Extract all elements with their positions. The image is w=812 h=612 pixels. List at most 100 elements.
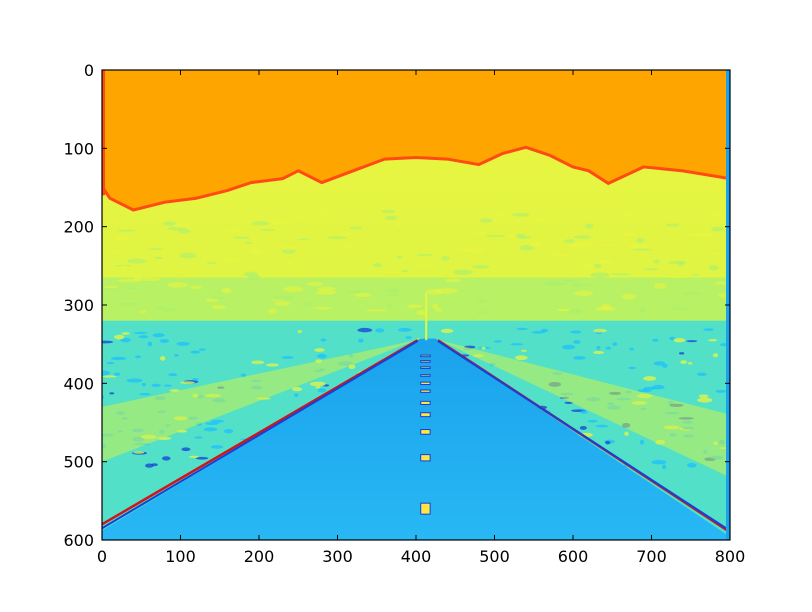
mountain-texture: [401, 269, 410, 273]
y-tick-label: 400: [63, 374, 94, 393]
texture-speckle: [680, 360, 688, 365]
mountain-texture: [355, 249, 364, 252]
mountain-texture: [576, 241, 595, 247]
mountain-texture: [416, 253, 434, 256]
mountain-texture: [365, 309, 388, 312]
mountain-texture: [623, 211, 635, 217]
mountain-texture: [170, 270, 191, 274]
texture-speckle: [562, 344, 576, 350]
mountain-texture: [317, 286, 337, 291]
mountain-texture: [678, 261, 685, 267]
mountain-texture: [249, 248, 262, 254]
mountain-texture: [602, 244, 618, 247]
mountain-texture: [711, 252, 730, 256]
left-edge-artifact: [102, 70, 105, 196]
mountain-texture: [416, 310, 428, 316]
mountain-texture: [573, 235, 592, 239]
mountain-texture: [598, 239, 607, 242]
mountain-texture: [225, 228, 244, 233]
texture-speckle: [315, 386, 321, 389]
texture-speckle: [679, 352, 685, 355]
mountain-texture: [574, 290, 594, 296]
mountain-texture: [162, 221, 177, 226]
mountain-texture: [473, 230, 486, 236]
texture-speckle: [176, 341, 190, 346]
y-tick-label: 200: [63, 218, 94, 237]
y-tick-label: 0: [84, 61, 94, 80]
x-tick-label: 500: [479, 547, 510, 566]
mountain-texture: [700, 233, 715, 238]
texture-speckle: [520, 349, 528, 352]
mountain-texture: [485, 234, 506, 238]
mountain-texture: [511, 213, 530, 217]
x-tick-label: 100: [165, 547, 196, 566]
mountain-texture: [349, 226, 363, 230]
texture-speckle: [669, 336, 676, 341]
mountain-texture: [671, 307, 689, 311]
texture-speckle: [159, 338, 170, 343]
mountain-texture: [709, 212, 730, 218]
texture-speckle: [357, 327, 373, 333]
texture-speckle: [703, 328, 714, 331]
mountain-texture: [274, 301, 290, 306]
mountain-texture: [119, 265, 128, 270]
texture-speckle: [514, 355, 528, 361]
mountain-texture: [232, 236, 251, 239]
mountain-texture: [529, 241, 542, 248]
x-axis: 0 100 200 300 400 500 600 700 800: [97, 70, 745, 566]
texture-speckle: [493, 340, 503, 343]
mountain-texture: [268, 308, 277, 315]
mountain-texture: [406, 304, 423, 309]
mountain-texture: [382, 293, 402, 296]
texture-speckle: [109, 392, 115, 395]
texture-speckle: [198, 348, 206, 351]
mountain-texture: [110, 250, 126, 254]
texture-speckle: [106, 362, 115, 365]
y-tick-label: 600: [63, 531, 94, 550]
texture-speckle: [320, 338, 327, 342]
texture-speckle: [120, 337, 131, 343]
lane-marking: [420, 429, 431, 435]
texture-speckle: [240, 373, 247, 378]
y-tick-label: 100: [63, 139, 94, 158]
texture-speckle: [587, 419, 598, 423]
mountain-texture: [633, 248, 652, 251]
mountain-texture: [273, 295, 294, 301]
texture-speckle: [181, 447, 191, 452]
texture-speckle: [126, 378, 143, 383]
mountain-texture: [208, 296, 226, 300]
texture-speckle: [397, 327, 412, 332]
mountain-texture: [211, 305, 227, 310]
mountain-texture: [148, 247, 164, 251]
mountain-texture: [179, 252, 197, 259]
texture-speckle: [686, 340, 698, 343]
mountain-texture: [476, 311, 492, 314]
texture-speckle: [510, 343, 523, 346]
texture-speckle: [316, 353, 327, 359]
mountain-texture: [172, 223, 191, 228]
texture-speckle: [134, 355, 142, 359]
texture-speckle: [653, 361, 666, 366]
mountain-texture: [291, 215, 309, 219]
mountain-texture: [636, 237, 645, 244]
mountain-texture: [127, 258, 147, 264]
texture-speckle: [570, 330, 582, 334]
mountain-texture: [244, 241, 253, 245]
texture-speckle: [696, 372, 707, 376]
x-tick-label: 800: [715, 547, 746, 566]
haze-band: [102, 277, 730, 321]
texture-speckle: [121, 332, 130, 335]
mountain-texture: [465, 248, 487, 254]
texture-speckle: [110, 356, 127, 361]
mountain-texture: [114, 236, 128, 242]
texture-speckle: [102, 340, 114, 344]
mountain-texture: [315, 289, 337, 295]
x-tick-label: 300: [322, 547, 353, 566]
mountain-texture: [472, 265, 490, 269]
texture-speckle: [643, 376, 657, 381]
mountain-texture: [432, 303, 439, 310]
texture-speckle: [579, 425, 587, 430]
mountain-texture: [479, 218, 493, 223]
texture-speckle: [624, 431, 629, 437]
texture-speckle: [637, 389, 652, 393]
